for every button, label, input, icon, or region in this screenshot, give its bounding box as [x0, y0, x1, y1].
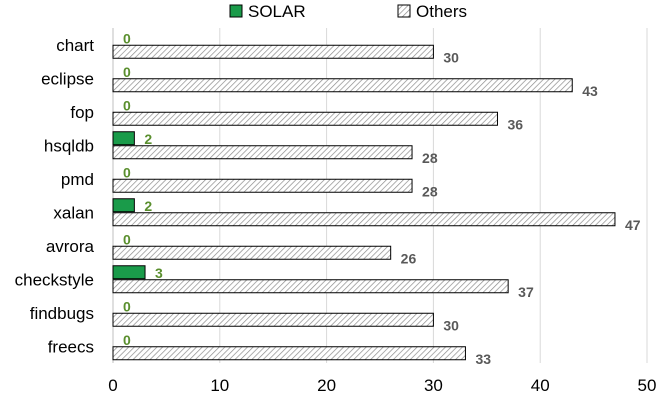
bar-solar-xalan	[112, 198, 135, 213]
x-tick-label-10: 10	[210, 376, 229, 395]
category-label-findbugs: findbugs	[30, 304, 94, 323]
category-label-freecs: freecs	[48, 337, 94, 356]
data-label-solar-checkstyle: 3	[155, 265, 163, 281]
x-tick-label-30: 30	[424, 376, 443, 395]
category-label-chart: chart	[56, 36, 94, 55]
legend: SOLAR Others	[229, 2, 467, 21]
category-label-fop: fop	[70, 103, 94, 122]
bars	[112, 44, 616, 361]
data-label-others-xalan: 47	[625, 217, 641, 233]
data-label-others-findbugs: 30	[443, 317, 459, 333]
bar-others-freecs	[112, 346, 466, 361]
legend-swatch-solar	[229, 4, 243, 18]
legend-swatch-others	[397, 4, 411, 18]
data-label-others-freecs: 33	[475, 351, 491, 367]
bar-others-findbugs	[112, 312, 434, 327]
data-label-others-pmd: 28	[422, 183, 438, 199]
bar-others-xalan	[112, 212, 616, 227]
data-label-solar-chart: 0	[123, 30, 131, 46]
category-label-xalan: xalan	[53, 203, 94, 222]
bar-others-chart	[112, 44, 434, 59]
data-label-others-avrora: 26	[401, 250, 417, 266]
legend-label-others: Others	[416, 2, 467, 21]
data-label-others-fop: 36	[507, 116, 523, 132]
data-label-solar-avrora: 0	[123, 231, 131, 247]
bar-others-pmd	[112, 178, 413, 193]
x-tick-label-0: 0	[108, 376, 117, 395]
data-label-others-checkstyle: 37	[518, 284, 534, 300]
category-label-eclipse: eclipse	[41, 69, 94, 88]
data-label-others-chart: 30	[443, 49, 459, 65]
category-label-checkstyle: checkstyle	[15, 270, 94, 289]
data-label-solar-findbugs: 0	[123, 298, 131, 314]
x-tick-label-20: 20	[317, 376, 336, 395]
bar-solar-hsqldb	[112, 131, 135, 146]
data-label-others-eclipse: 43	[582, 83, 598, 99]
x-tick-label-50: 50	[638, 376, 657, 395]
legend-label-solar: SOLAR	[248, 2, 306, 21]
data-label-solar-pmd: 0	[123, 164, 131, 180]
data-label-solar-xalan: 2	[144, 198, 152, 214]
data-label-solar-eclipse: 0	[123, 64, 131, 80]
bar-others-hsqldb	[112, 145, 413, 160]
bar-others-fop	[112, 111, 498, 126]
bar-others-avrora	[112, 245, 392, 260]
category-label-pmd: pmd	[61, 170, 94, 189]
data-label-solar-fop: 0	[123, 97, 131, 113]
category-label-hsqldb: hsqldb	[44, 136, 94, 155]
category-label-avrora: avrora	[46, 237, 95, 256]
bar-others-eclipse	[112, 78, 573, 93]
data-label-solar-freecs: 0	[123, 332, 131, 348]
x-tick-label-40: 40	[531, 376, 550, 395]
data-label-solar-hsqldb: 2	[144, 131, 152, 147]
bar-solar-checkstyle	[112, 265, 146, 280]
data-label-others-hsqldb: 28	[422, 150, 438, 166]
bar-others-checkstyle	[112, 279, 509, 294]
